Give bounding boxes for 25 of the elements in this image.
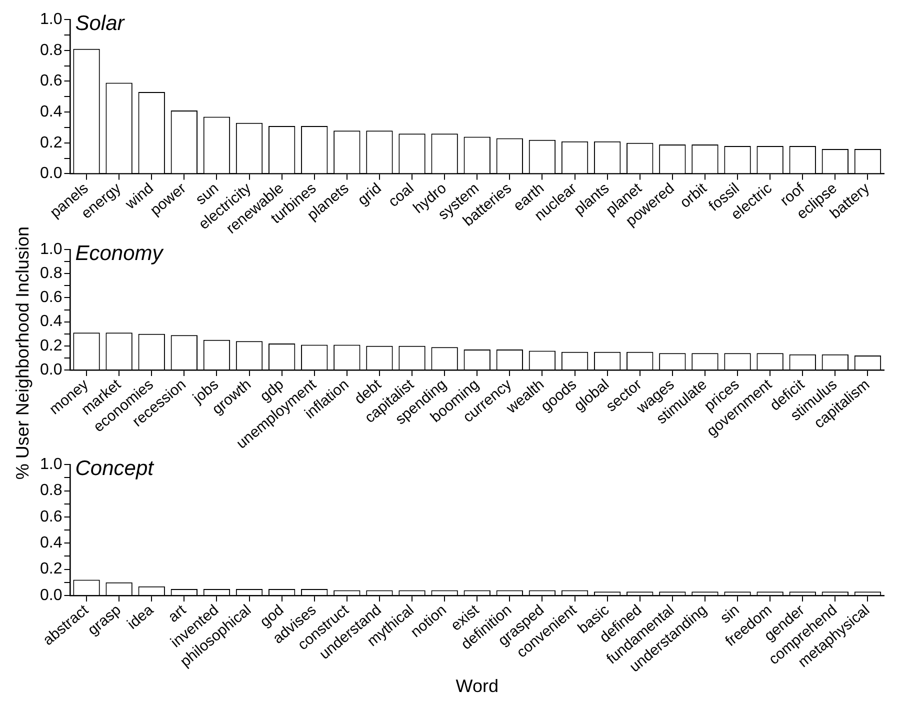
- chart-title: Economy: [75, 242, 164, 265]
- x-tick-label: grid: [354, 180, 385, 209]
- y-tick-label: 1.0: [40, 241, 62, 258]
- y-tick-label: 1.0: [40, 456, 62, 474]
- y-tick-label: 0.4: [40, 103, 62, 120]
- y-tick-label: 0.0: [40, 586, 62, 604]
- chart-title: Solar: [75, 12, 126, 35]
- y-tick-label: 0.2: [40, 337, 62, 354]
- y-tick-label: 1.0: [40, 11, 62, 28]
- y-tick-label: 0.6: [40, 72, 62, 90]
- y-tick-label: 0.8: [40, 482, 62, 500]
- y-tick-label: 0.8: [40, 265, 62, 282]
- chart-title: Concept: [75, 456, 155, 480]
- y-tick-label: 0.4: [40, 534, 62, 552]
- x-tick-label: idea: [124, 601, 158, 633]
- y-tick-label: 0.4: [40, 313, 62, 330]
- y-axis-title: % User Neighborhood Inclusion: [12, 226, 34, 480]
- y-tick-label: 0.8: [40, 42, 62, 59]
- y-tick-label: 0.2: [40, 560, 62, 578]
- y-tick-label: 0.2: [40, 134, 62, 152]
- y-tick-label: 0.6: [40, 289, 62, 306]
- y-tick-label: 0.0: [40, 165, 62, 182]
- y-tick-label: 0.0: [40, 361, 62, 378]
- x-axis-title: Word: [456, 676, 498, 696]
- y-tick-label: 0.6: [40, 508, 62, 526]
